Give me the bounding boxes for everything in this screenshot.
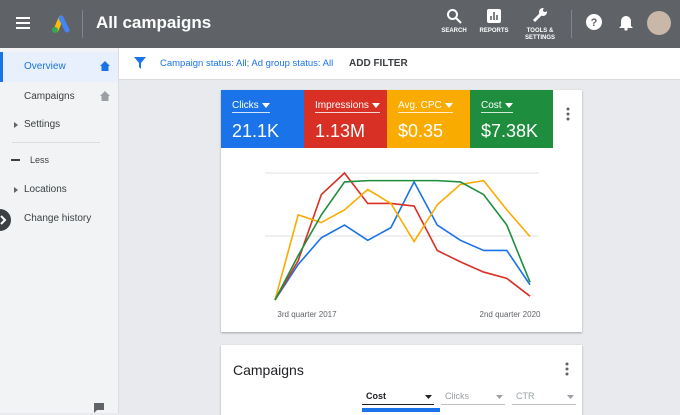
more-menu[interactable] bbox=[564, 361, 570, 377]
divider bbox=[12, 142, 100, 143]
expand-arrow bbox=[14, 187, 18, 193]
reports-icon[interactable] bbox=[486, 8, 502, 24]
column-label: Clicks bbox=[445, 391, 469, 401]
logo[interactable] bbox=[50, 12, 72, 34]
x-axis-label: 3rd quarter 2017 bbox=[277, 310, 337, 319]
feedback-icon[interactable] bbox=[93, 402, 105, 413]
metric-tile[interactable]: Avg. CPC $0.35 bbox=[387, 90, 470, 148]
metric-value: 21.1K bbox=[232, 121, 280, 141]
more-menu[interactable] bbox=[565, 106, 571, 122]
metric-value: 1.13M bbox=[315, 121, 366, 141]
divider bbox=[82, 10, 83, 38]
filter-icon[interactable] bbox=[134, 56, 146, 70]
sort-indicator bbox=[362, 408, 440, 412]
svg-text:?: ? bbox=[591, 17, 598, 29]
column-dropdown[interactable]: Clicks bbox=[441, 390, 505, 405]
series-line bbox=[274, 179, 531, 301]
help-icon[interactable]: ? bbox=[585, 13, 603, 31]
campaigns-card: Campaigns Cost Clicks CTR bbox=[221, 345, 582, 415]
sidebar-toggle[interactable] bbox=[0, 208, 12, 232]
nav-settings[interactable]: Settings bbox=[24, 119, 61, 130]
column-dropdown[interactable]: Cost bbox=[362, 390, 434, 405]
metric-name: Avg. CPC bbox=[398, 100, 453, 113]
column-label: CTR bbox=[516, 391, 535, 401]
metric-value: $7.38K bbox=[481, 121, 539, 141]
expand-arrow bbox=[14, 122, 18, 128]
top-bar: All campaigns SEARCH REPORTS TOOLS & SET… bbox=[0, 0, 680, 48]
column-dropdown[interactable]: CTR bbox=[512, 390, 576, 405]
notifications-icon[interactable] bbox=[618, 13, 634, 31]
nav-less[interactable]: Less bbox=[30, 155, 50, 165]
nav-overview[interactable]: Overview bbox=[24, 61, 66, 72]
metric-value: $0.35 bbox=[398, 121, 444, 141]
sidebar: Overview Campaigns Settings Less Locatio… bbox=[0, 48, 119, 413]
filter-status[interactable]: Campaign status: All; Ad group status: A… bbox=[160, 58, 334, 69]
column-label: Cost bbox=[366, 391, 386, 401]
metric-name: Clicks bbox=[232, 100, 270, 113]
filter-bar: Campaign status: All; Ad group status: A… bbox=[119, 48, 680, 80]
reports-label[interactable]: REPORTS bbox=[479, 28, 509, 34]
menu-button[interactable] bbox=[14, 14, 32, 32]
selected-item bbox=[0, 52, 118, 82]
tools-icon[interactable] bbox=[531, 6, 549, 24]
page-title: All campaigns bbox=[96, 13, 212, 32]
series-line bbox=[274, 180, 531, 301]
series-line bbox=[274, 171, 531, 301]
metric-tile[interactable]: Impressions 1.13M bbox=[304, 90, 387, 148]
metric-name: Cost bbox=[481, 100, 513, 113]
campaigns-title: Campaigns bbox=[233, 362, 304, 378]
avatar[interactable] bbox=[647, 11, 671, 35]
metric-tile[interactable]: Clicks 21.1K bbox=[221, 90, 304, 148]
home-icon bbox=[100, 61, 110, 71]
nav-change-history[interactable]: Change history bbox=[24, 213, 92, 224]
line-chart: 3rd quarter 2017 2nd quarter 2020 bbox=[265, 171, 541, 319]
collapse-icon bbox=[11, 159, 20, 161]
nav-campaigns[interactable]: Campaigns bbox=[24, 91, 75, 102]
series-line bbox=[274, 179, 531, 301]
x-axis-label: 2nd quarter 2020 bbox=[480, 310, 541, 319]
divider bbox=[571, 10, 572, 38]
search-label[interactable]: SEARCH bbox=[441, 28, 467, 34]
nav-locations[interactable]: Locations bbox=[24, 184, 67, 195]
home-icon bbox=[100, 91, 110, 101]
metric-tile[interactable]: Cost $7.38K bbox=[470, 90, 553, 148]
add-filter[interactable]: ADD FILTER bbox=[349, 58, 408, 69]
metric-name: Impressions bbox=[315, 100, 380, 113]
search-icon[interactable] bbox=[446, 8, 462, 24]
tools-label[interactable]: TOOLS & SETTINGS bbox=[524, 28, 555, 41]
